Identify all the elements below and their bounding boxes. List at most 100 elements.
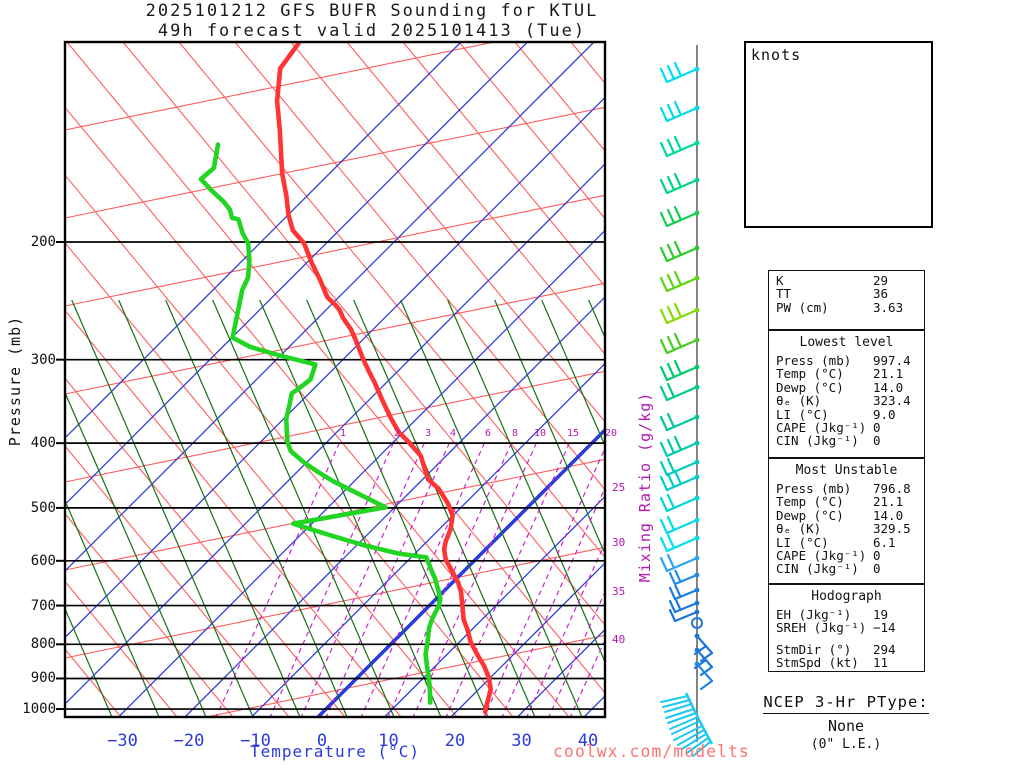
wind-barb [668, 569, 700, 586]
mixing-ratio-label: 30 [612, 536, 626, 549]
stat-value: 19 [873, 607, 889, 622]
stat-label: Dewp (°C) [776, 507, 844, 523]
wind-barb [691, 617, 703, 629]
stat-row: Press (mb) 997.4 [769, 353, 924, 368]
temperature-tick-label: 20 [444, 731, 466, 751]
wind-barb [668, 597, 700, 614]
stat-label: θₑ (K) [776, 393, 822, 409]
wind-barb [668, 608, 700, 623]
plot-interior [65, 42, 605, 717]
wind-barb [659, 172, 700, 195]
hodograph-units-label: knots [751, 46, 802, 64]
lowest-level-title: Lowest level [799, 335, 894, 350]
indices-summary-box: K 29 TT 36 PW (cm) 3.63 [768, 270, 925, 330]
chart-title-line1: 2025101212 GFS BUFR Sounding for KTUL [145, 1, 599, 21]
wind-barb [659, 205, 700, 228]
surface-wind-fan [660, 692, 714, 757]
mixing-ratio-label: 20 [604, 428, 618, 439]
temperature-tick-label: 10 [378, 731, 399, 751]
pressure-tick-label: 800 [30, 636, 56, 653]
pressure-tick-label: 200 [30, 234, 56, 250]
ptype-title: NCEP 3-Hr PType: [763, 693, 929, 714]
mixing-ratio-axis-label: Mixing Ratio (g/kg) [636, 391, 654, 583]
most-unstable-box: Most Unstable Press (mb) 796.8 Temp (°C) 21… [768, 458, 925, 584]
stat-label: Press (mb) [776, 353, 852, 368]
temperature-tick-label: 40 [577, 731, 599, 751]
pressure-axis-label: Pressure (mb) [6, 315, 24, 447]
pressure-tick-label: 1000 [22, 701, 56, 718]
stat-row: StmSpd (kt) 11 [769, 656, 924, 670]
stat-value: 294 [873, 641, 896, 657]
temperature-tick-label: −10 [240, 731, 271, 751]
temperature-tick-label: 0 [316, 731, 328, 751]
wind-barb [659, 382, 700, 402]
stat-value: 36 [873, 286, 889, 302]
stat-row: SREH (Jkg⁻¹) −14 [769, 620, 924, 636]
stat-label: Dewp (°C) [776, 379, 844, 395]
stat-value: 0 [873, 547, 881, 563]
plot-border [63, 40, 607, 719]
mixing-ratio-label: 3 [424, 428, 432, 439]
stat-value: 323.4 [873, 393, 911, 409]
stat-label: CAPE (Jkg⁻¹) [776, 419, 867, 435]
mixing-ratio-label: 10 [533, 428, 547, 439]
ptype-block: NCEP 3-Hr PType: None (0" L.E.) [752, 692, 940, 752]
stat-value: 997.4 [873, 353, 911, 368]
wind-barb [693, 647, 714, 677]
stat-row: CAPE (Jkg⁻¹) 0 [769, 419, 924, 435]
watermark-link[interactable]: coolwx.com/modelts [553, 742, 750, 761]
wind-barb [694, 661, 714, 691]
wind-barb [659, 412, 700, 432]
stat-label: TT [776, 286, 792, 302]
stat-value: 0 [873, 419, 881, 435]
stat-row: CIN (Jkg⁻¹) 0 [769, 434, 924, 448]
stat-value: 29 [873, 273, 889, 288]
stat-value: −14 [873, 620, 896, 636]
stat-label: K [776, 273, 784, 288]
stat-value: 796.8 [873, 481, 911, 496]
wind-barb [659, 493, 700, 513]
stat-row: EH (Jkg⁻¹) 19 [769, 607, 924, 622]
stat-row: Press (mb) 796.8 [769, 481, 924, 496]
stat-row: TT 36 [769, 286, 924, 302]
wind-barb [659, 270, 700, 293]
wind-barb [668, 584, 700, 601]
mixing-ratio-label: 15 [566, 428, 580, 439]
pressure-tick-label: 900 [30, 670, 56, 687]
stat-row: θₑ (K) 329.5 [769, 522, 924, 536]
wind-barb [659, 135, 700, 158]
lowest-level-box: Lowest level Press (mb) 997.4 Temp (°C) 21.… [768, 330, 925, 458]
hodograph: 153045 [744, 41, 933, 228]
stat-label: Temp (°C) [776, 366, 844, 382]
stat-row: K 29 [769, 273, 924, 288]
pressure-tick-label: 700 [30, 597, 56, 614]
wind-barb [659, 359, 700, 382]
stat-label: CAPE (Jkg⁻¹) [776, 547, 867, 563]
stat-row: Dewp (°C) 14.0 [769, 379, 924, 395]
stat-label: LI (°C) [776, 534, 829, 550]
chart-title-line2: 49h forecast valid 2025101413 (Tue) [157, 21, 587, 41]
mixing-ratio-label: 25 [612, 481, 626, 494]
temperature-tick-label: −20 [173, 731, 205, 751]
stat-value: 6.1 [873, 534, 896, 550]
stat-row: Temp (°C) 21.1 [769, 366, 924, 382]
stat-row: LI (°C) 9.0 [769, 407, 924, 421]
wind-barb [659, 435, 700, 458]
hodograph-stats-box: Hodograph EH (Jkg⁻¹) 19 SREH (Jkg⁻¹) −14 St… [768, 584, 925, 672]
ptype-value: None [827, 717, 865, 735]
stat-row: CIN (Jkg⁻¹) 0 [769, 562, 924, 576]
stat-value: 3.63 [873, 299, 904, 315]
pressure-tick-label: 400 [30, 435, 56, 452]
wind-barb [659, 469, 700, 492]
stat-value: 21.1 [873, 494, 904, 510]
stat-value: 14.0 [873, 507, 904, 523]
pressure-tick-label: 300 [30, 351, 56, 368]
wind-barb [659, 302, 700, 325]
mixing-ratio-label: 8 [511, 428, 519, 439]
pressure-tick-label: 500 [30, 499, 56, 516]
wind-barb [659, 332, 700, 355]
mixing-ratio-label: 4 [449, 428, 457, 439]
wind-barb [659, 515, 700, 535]
stat-row: PW (cm) 3.63 [769, 299, 924, 315]
